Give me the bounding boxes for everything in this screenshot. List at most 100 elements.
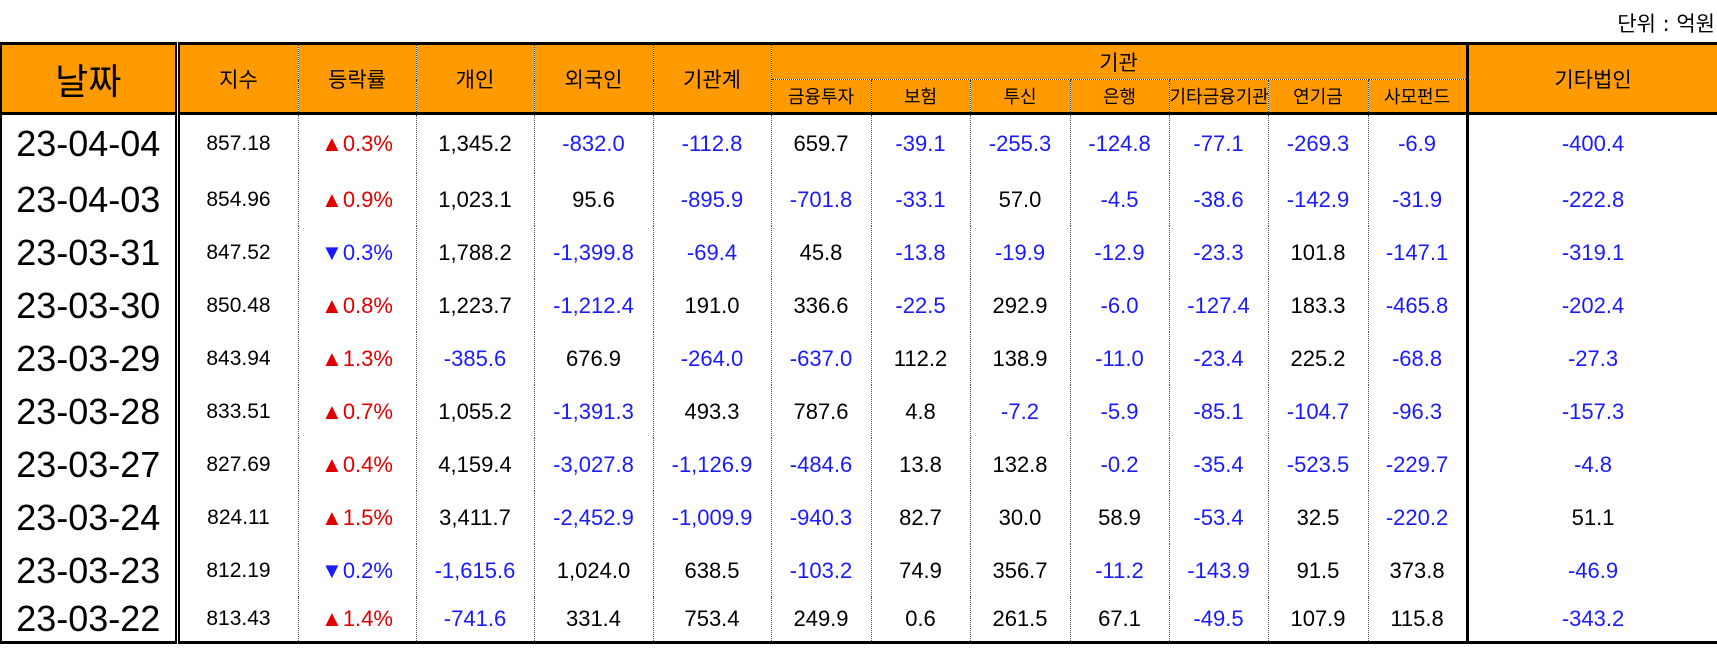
cell-individual: 4,159.4 xyxy=(415,438,535,491)
cell-pension: 101.8 xyxy=(1267,226,1369,279)
cell-bank: -11.2 xyxy=(1069,544,1170,597)
cell-inst-total: -895.9 xyxy=(652,173,772,226)
cell-bank: -4.5 xyxy=(1069,173,1170,226)
up-triangle-icon: ▲ xyxy=(321,606,343,631)
table-row: 23-03-28 833.51 ▲0.7% 1,055.2 -1,391.3 493.3 7… xyxy=(0,385,1717,438)
cell-other-financial: -38.6 xyxy=(1168,173,1269,226)
cell-insurance: 74.9 xyxy=(870,544,971,597)
cell-foreign: 331.4 xyxy=(533,597,654,644)
cell-individual: 1,788.2 xyxy=(415,226,535,279)
change-header: 등락률 xyxy=(297,42,417,115)
table-row: 23-03-24 824.11 ▲1.5% 3,411.7 -2,452.9 -1,009… xyxy=(0,491,1717,544)
row-change-rate: ▲0.9% xyxy=(297,173,417,226)
cell-individual: -385.6 xyxy=(415,332,535,385)
cell-individual: -741.6 xyxy=(415,597,535,644)
row-date: 23-03-23 xyxy=(0,544,180,597)
cell-private-fund: -96.3 xyxy=(1367,385,1468,438)
down-triangle-icon: ▼ xyxy=(321,239,343,265)
cell-other-corp: -343.2 xyxy=(1465,597,1717,644)
cell-foreign: -832.0 xyxy=(533,113,654,173)
cell-individual: -1,615.6 xyxy=(415,544,535,597)
change-percent: 0.4% xyxy=(342,451,393,477)
cell-insurance: -13.8 xyxy=(870,226,971,279)
sub-header-investment-trust: 투신 xyxy=(969,79,1071,115)
row-index-value: 824.11 xyxy=(176,491,299,544)
cell-financial-investment: -701.8 xyxy=(770,173,872,226)
cell-inst-total: 753.4 xyxy=(652,597,772,644)
up-triangle-icon: ▲ xyxy=(321,504,343,530)
index-header: 지수 xyxy=(176,42,299,115)
table-row: 23-03-29 843.94 ▲1.3% -385.6 676.9 -264.0 -637… xyxy=(0,332,1717,385)
table-body: 23-04-04 857.18 ▲0.3% 1,345.2 -832.0 -112.8 65… xyxy=(0,113,1717,644)
cell-foreign: -2,452.9 xyxy=(533,491,654,544)
change-percent: 1.3% xyxy=(342,345,393,371)
individual-header: 개인 xyxy=(415,42,535,115)
up-triangle-icon: ▲ xyxy=(321,451,343,477)
row-date: 23-03-31 xyxy=(0,226,180,279)
row-index-value: 813.43 xyxy=(176,597,299,644)
row-change-rate: ▼0.3% xyxy=(297,226,417,279)
cell-insurance: 13.8 xyxy=(870,438,971,491)
cell-financial-investment: 45.8 xyxy=(770,226,872,279)
row-change-rate: ▼0.2% xyxy=(297,544,417,597)
cell-foreign: -1,212.4 xyxy=(533,279,654,332)
cell-other-financial: -143.9 xyxy=(1168,544,1269,597)
cell-insurance: 4.8 xyxy=(870,385,971,438)
cell-investment-trust: -7.2 xyxy=(969,385,1071,438)
foreign-header: 외국인 xyxy=(533,42,654,115)
row-change-rate: ▲1.4% xyxy=(297,597,417,644)
cell-investment-trust: 138.9 xyxy=(969,332,1071,385)
cell-financial-investment: -484.6 xyxy=(770,438,872,491)
cell-bank: -124.8 xyxy=(1069,113,1170,173)
cell-financial-investment: -940.3 xyxy=(770,491,872,544)
cell-other-financial: -23.4 xyxy=(1168,332,1269,385)
cell-investment-trust: 292.9 xyxy=(969,279,1071,332)
cell-foreign: -1,399.8 xyxy=(533,226,654,279)
cell-pension: -523.5 xyxy=(1267,438,1369,491)
inst-total-header: 기관계 xyxy=(652,42,772,115)
change-percent: 1.5% xyxy=(342,504,393,530)
sub-header-private-fund: 사모펀드 xyxy=(1367,79,1468,115)
cell-pension: 183.3 xyxy=(1267,279,1369,332)
cell-insurance: 112.2 xyxy=(870,332,971,385)
cell-inst-total: -69.4 xyxy=(652,226,772,279)
cell-individual: 1,223.7 xyxy=(415,279,535,332)
up-triangle-icon: ▲ xyxy=(321,292,343,318)
up-triangle-icon: ▲ xyxy=(321,398,343,424)
row-change-rate: ▲1.3% xyxy=(297,332,417,385)
cell-individual: 1,055.2 xyxy=(415,385,535,438)
cell-pension: 225.2 xyxy=(1267,332,1369,385)
cell-investment-trust: 57.0 xyxy=(969,173,1071,226)
cell-pension: -104.7 xyxy=(1267,385,1369,438)
change-percent: 0.8% xyxy=(342,292,393,318)
cell-inst-total: -1,126.9 xyxy=(652,438,772,491)
change-percent: 0.7% xyxy=(342,398,393,424)
cell-insurance: 0.6 xyxy=(870,597,971,644)
cell-bank: -11.0 xyxy=(1069,332,1170,385)
change-percent: 0.9% xyxy=(342,186,393,212)
cell-insurance: 82.7 xyxy=(870,491,971,544)
row-change-rate: ▲0.4% xyxy=(297,438,417,491)
sub-header-bank: 은행 xyxy=(1069,79,1170,115)
cell-inst-total: 493.3 xyxy=(652,385,772,438)
table-row: 23-03-30 850.48 ▲0.8% 1,223.7 -1,212.4 191.0 3… xyxy=(0,279,1717,332)
cell-inst-total: -264.0 xyxy=(652,332,772,385)
change-percent: 1.4% xyxy=(342,606,393,631)
cell-pension: 91.5 xyxy=(1267,544,1369,597)
row-date: 23-03-29 xyxy=(0,332,180,385)
cell-insurance: -33.1 xyxy=(870,173,971,226)
cell-inst-total: 191.0 xyxy=(652,279,772,332)
row-date: 23-04-03 xyxy=(0,173,180,226)
row-change-rate: ▲0.8% xyxy=(297,279,417,332)
row-date: 23-03-22 xyxy=(0,597,180,644)
cell-individual: 1,023.1 xyxy=(415,173,535,226)
cell-other-corp: -202.4 xyxy=(1465,279,1717,332)
cell-pension: 107.9 xyxy=(1267,597,1369,644)
cell-bank: -0.2 xyxy=(1069,438,1170,491)
cell-other-financial: -49.5 xyxy=(1168,597,1269,644)
cell-inst-total: -112.8 xyxy=(652,113,772,173)
row-index-value: 854.96 xyxy=(176,173,299,226)
cell-foreign: -3,027.8 xyxy=(533,438,654,491)
table-row: 23-03-23 812.19 ▼0.2% -1,615.6 1,024.0 638.5-… xyxy=(0,544,1717,597)
date-header: 날짜 xyxy=(0,42,180,115)
